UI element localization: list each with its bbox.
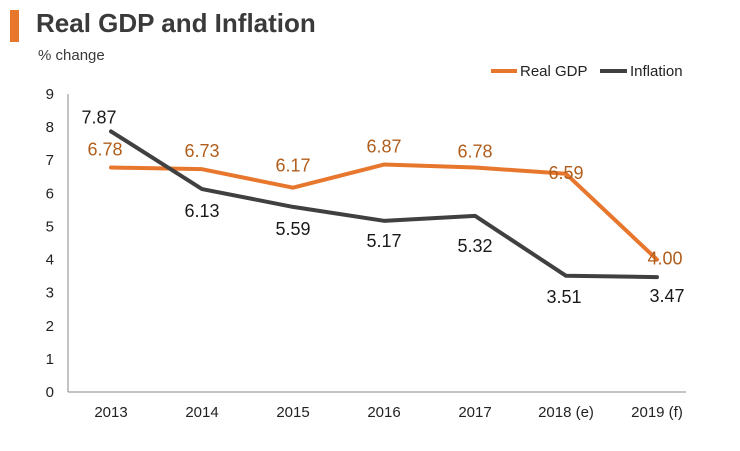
gdp-series-line	[109, 162, 659, 262]
x-tick-label: 2017	[458, 404, 491, 421]
y-tick-label: 7	[46, 152, 54, 169]
chart-axes: 0 1 2 3 4 5 6 7 8 9 2013 2014 2015 2016 2017 2018 (e) 20…	[46, 86, 686, 421]
inflation-data-label: 7.87	[81, 107, 116, 127]
gdp-legend-label: Real GDP	[520, 63, 588, 80]
y-tick-label: 4	[46, 252, 54, 269]
y-tick-label: 1	[46, 351, 54, 368]
chart-legend: Real GDP Inflation	[491, 63, 683, 80]
x-tick-label: 2014	[185, 404, 218, 421]
inflation-data-label: 5.59	[275, 219, 310, 239]
gdp-data-label: 6.17	[275, 156, 310, 176]
chart-data-labels: 6.78 6.73 6.17 6.87 6.78 6.59 4.00 7.87 6.13 5.59…	[81, 107, 684, 306]
gdp-data-label: 6.59	[548, 163, 583, 183]
x-tick-label: 2019 (f)	[631, 404, 683, 421]
y-tick-label: 2	[46, 318, 54, 335]
y-tick-label: 0	[46, 384, 54, 401]
gdp-data-label: 6.78	[457, 142, 492, 162]
inflation-data-label: 3.51	[546, 287, 581, 307]
inflation-data-label: 5.17	[366, 231, 401, 251]
y-tick-label: 5	[46, 218, 54, 235]
chart-subtitle: % change	[38, 47, 105, 64]
gdp-data-label: 6.87	[366, 137, 401, 157]
y-tick-label: 6	[46, 185, 54, 202]
x-tick-label: 2015	[276, 404, 309, 421]
chart-title: Real GDP and Inflation	[36, 8, 316, 38]
y-tick-label: 9	[46, 86, 54, 103]
chart-lines	[109, 129, 659, 280]
x-tick-label: 2013	[94, 404, 127, 421]
inflation-data-label: 6.13	[184, 201, 219, 221]
x-tick-label: 2018 (e)	[538, 404, 594, 421]
gdp-data-label: 6.78	[87, 140, 122, 160]
inflation-series-line	[109, 129, 659, 280]
y-tick-label: 3	[46, 285, 54, 302]
x-tick-label: 2016	[367, 404, 400, 421]
inflation-data-label: 5.32	[457, 236, 492, 256]
inflation-data-label: 3.47	[649, 286, 684, 306]
inflation-legend-label: Inflation	[630, 63, 683, 80]
y-tick-label: 8	[46, 119, 54, 136]
title-accent-bar	[10, 10, 19, 42]
gdp-data-label: 4.00	[647, 249, 682, 269]
gdp-data-label: 6.73	[184, 141, 219, 161]
